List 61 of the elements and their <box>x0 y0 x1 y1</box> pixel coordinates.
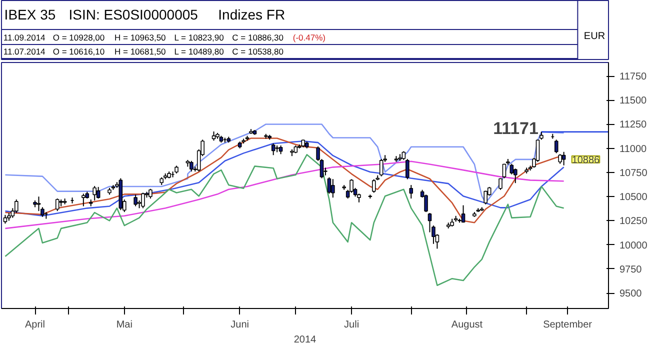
candlestick <box>379 158 384 177</box>
text: O = 10616,10 <box>52 46 105 56</box>
y-tick-label: 10750 <box>620 168 648 179</box>
candlestick <box>372 178 376 194</box>
candlestick <box>271 143 276 156</box>
text: H = 10681,50 <box>114 46 166 56</box>
candlestick <box>502 163 506 179</box>
candlestick <box>55 198 60 212</box>
x-tick-label: Juni <box>230 320 250 330</box>
candlestick <box>148 188 152 200</box>
y-tick-label: 11000 <box>620 144 648 155</box>
x-tick-label: Juli <box>344 320 360 330</box>
annotation: 11171 <box>493 118 538 138</box>
text: H = 10963,50 <box>114 32 166 42</box>
text: (-0.47%) <box>292 32 326 42</box>
chart-subtitle: ISIN: ES0SI0000005 <box>68 6 198 22</box>
candlestick <box>92 185 96 201</box>
candlestick <box>134 194 138 207</box>
candlestick <box>141 192 145 209</box>
candlestick <box>406 158 410 180</box>
text: 11.09.2014 <box>3 32 46 42</box>
y-tick-label: 11250 <box>620 120 648 131</box>
candlestick <box>190 160 194 172</box>
candlestick <box>96 186 100 200</box>
x-tick-label: Mai <box>116 320 132 330</box>
text: C = 10538,80 <box>232 46 284 56</box>
x-axis-title: 2014 <box>294 334 317 345</box>
candlestick <box>331 178 335 198</box>
line-series <box>4 160 564 230</box>
y-tick-label: 11750 <box>620 72 648 83</box>
y-tick-label: 11500 <box>620 96 648 107</box>
x-tick-label: August <box>451 320 483 330</box>
candlestick <box>82 193 86 207</box>
text: O = 10928,00 <box>52 32 105 42</box>
chart-title: IBEX 35 <box>4 6 56 22</box>
y-tick-label: 10250 <box>620 216 648 228</box>
text: 11.07.2014 <box>3 46 46 56</box>
candlestick <box>424 194 428 213</box>
x-tick-label: September <box>543 320 593 330</box>
candlestick <box>514 168 518 184</box>
candlestick <box>461 204 466 224</box>
text: L = 10489,80 <box>174 46 224 56</box>
y-tick-label: 9750 <box>620 264 642 276</box>
candlestick <box>562 151 566 166</box>
candlestick <box>484 190 488 205</box>
y-axis-title: EUR <box>584 31 606 42</box>
candlestick <box>554 139 558 154</box>
candlestick <box>212 130 216 142</box>
candlestick <box>409 184 414 200</box>
y-tick-label: 9500 <box>620 288 642 300</box>
line-series <box>4 124 564 204</box>
text: L = 10823,90 <box>174 32 224 42</box>
candlestick <box>558 154 562 164</box>
y-tick-label: 10000 <box>620 240 648 252</box>
text: Indizes FR <box>218 6 286 22</box>
line-series <box>4 154 564 286</box>
x-tick-label: April <box>25 320 46 330</box>
candlestick <box>428 212 432 233</box>
text: C = 10886,30 <box>232 32 284 42</box>
y-tick-label: 10500 <box>620 192 648 204</box>
candlestick <box>327 176 332 194</box>
